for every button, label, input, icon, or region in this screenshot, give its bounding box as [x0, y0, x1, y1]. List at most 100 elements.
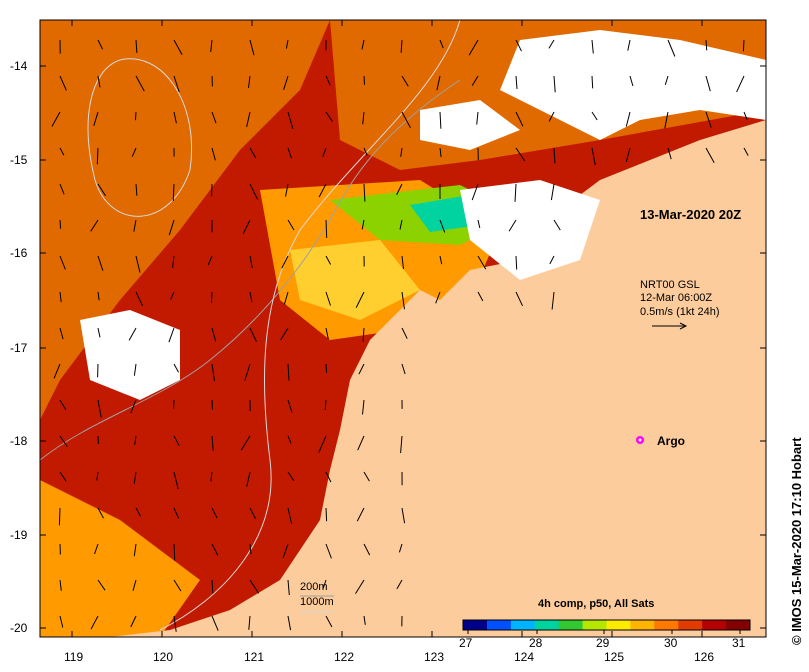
current-arrow	[97, 507, 104, 519]
current-arrow	[90, 219, 99, 232]
colorbar-segment	[486, 620, 512, 630]
current-arrow	[439, 219, 446, 233]
current-arrow	[362, 327, 365, 342]
current-arrow	[287, 615, 292, 631]
y-tick-label: -20	[10, 621, 28, 635]
y-tick-label: -14	[10, 59, 28, 73]
current-arrow	[135, 39, 138, 54]
current-arrow	[476, 111, 479, 125]
current-arrow	[51, 111, 61, 127]
current-arrow	[363, 471, 370, 482]
current-arrow	[363, 183, 366, 202]
current-arrow	[325, 327, 329, 340]
current-arrow	[246, 111, 251, 128]
current-arrow	[211, 507, 218, 519]
sst-patch-orange	[40, 20, 330, 420]
legend-line-2: 12-Mar 06:00Z	[640, 292, 713, 304]
current-arrow	[400, 39, 403, 53]
current-arrow	[97, 39, 104, 50]
current-arrow	[363, 615, 366, 625]
current-arrow	[249, 147, 257, 159]
current-arrow	[322, 147, 327, 157]
current-arrow	[548, 39, 555, 49]
current-arrow	[59, 255, 66, 270]
current-arrow	[130, 399, 137, 414]
current-arrow	[363, 75, 365, 85]
current-arrow	[59, 579, 62, 591]
current-arrow	[59, 471, 67, 482]
current-arrow	[59, 615, 64, 628]
current-arrow	[211, 435, 214, 451]
sst-patch-southwest	[40, 480, 200, 637]
current-arrow	[591, 147, 596, 166]
colorbar-segment	[463, 620, 488, 630]
current-arrow	[285, 39, 289, 49]
current-arrow	[173, 435, 180, 446]
current-arrow	[249, 255, 253, 269]
current-arrow	[130, 615, 137, 628]
colorbar-segment	[558, 620, 584, 630]
current-arrow	[249, 579, 260, 594]
current-arrow	[249, 183, 258, 200]
colorbar-tick: 30	[664, 636, 678, 650]
current-arrow	[135, 507, 141, 517]
current-arrow	[96, 147, 99, 165]
current-arrow	[705, 111, 712, 128]
y-tick-label: -19	[10, 528, 28, 542]
current-arrow	[358, 363, 365, 375]
current-arrow	[94, 543, 99, 555]
x-tick-label: 122	[334, 650, 355, 664]
current-arrow	[246, 471, 251, 487]
current-arrow	[515, 75, 518, 89]
current-arrow	[355, 579, 365, 594]
current-arrow	[436, 75, 441, 91]
current-arrow	[211, 291, 213, 303]
current-arrow	[548, 111, 555, 122]
current-arrow	[396, 579, 403, 590]
colorbar-segment	[630, 620, 655, 630]
current-arrow	[135, 75, 145, 92]
current-arrow	[357, 435, 365, 451]
colorbar-tick: 28	[529, 636, 543, 650]
current-arrow	[553, 75, 556, 93]
current-arrow	[280, 327, 289, 341]
cloud-patch-east	[460, 180, 600, 280]
current-arrow	[240, 435, 251, 451]
current-arrow	[591, 75, 594, 89]
current-arrow	[324, 399, 327, 411]
current-arrow	[401, 363, 406, 375]
current-arrow	[591, 39, 594, 54]
x-tick-label: 124	[514, 650, 535, 664]
current-arrow	[287, 471, 295, 481]
current-arrow	[471, 75, 479, 86]
current-arrow	[133, 471, 137, 484]
current-arrow	[249, 327, 257, 342]
current-arrow	[401, 507, 406, 524]
current-arrow	[362, 399, 365, 415]
current-arrow	[399, 219, 403, 230]
current-arrow	[207, 255, 213, 266]
current-arrow	[361, 219, 365, 230]
current-arrow	[318, 435, 327, 453]
current-arrow	[287, 579, 290, 596]
current-arrow	[211, 543, 219, 556]
current-arrow	[439, 39, 444, 49]
colorbar-segment	[726, 620, 751, 630]
land-mass	[110, 120, 766, 637]
colorbar-segment	[534, 620, 560, 630]
current-arrow	[325, 507, 328, 522]
current-arrow	[135, 183, 138, 196]
current-arrow	[59, 327, 64, 340]
current-arrow	[549, 255, 555, 265]
current-arrow	[625, 147, 631, 163]
x-tick-label: 120	[153, 650, 174, 664]
current-arrow	[97, 183, 106, 197]
current-arrow	[287, 507, 293, 524]
current-arrow	[362, 111, 365, 125]
current-arrow	[553, 219, 561, 231]
current-arrow	[283, 75, 289, 90]
current-arrow	[97, 255, 104, 271]
current-arrow	[173, 579, 182, 592]
current-arrow	[97, 399, 102, 418]
